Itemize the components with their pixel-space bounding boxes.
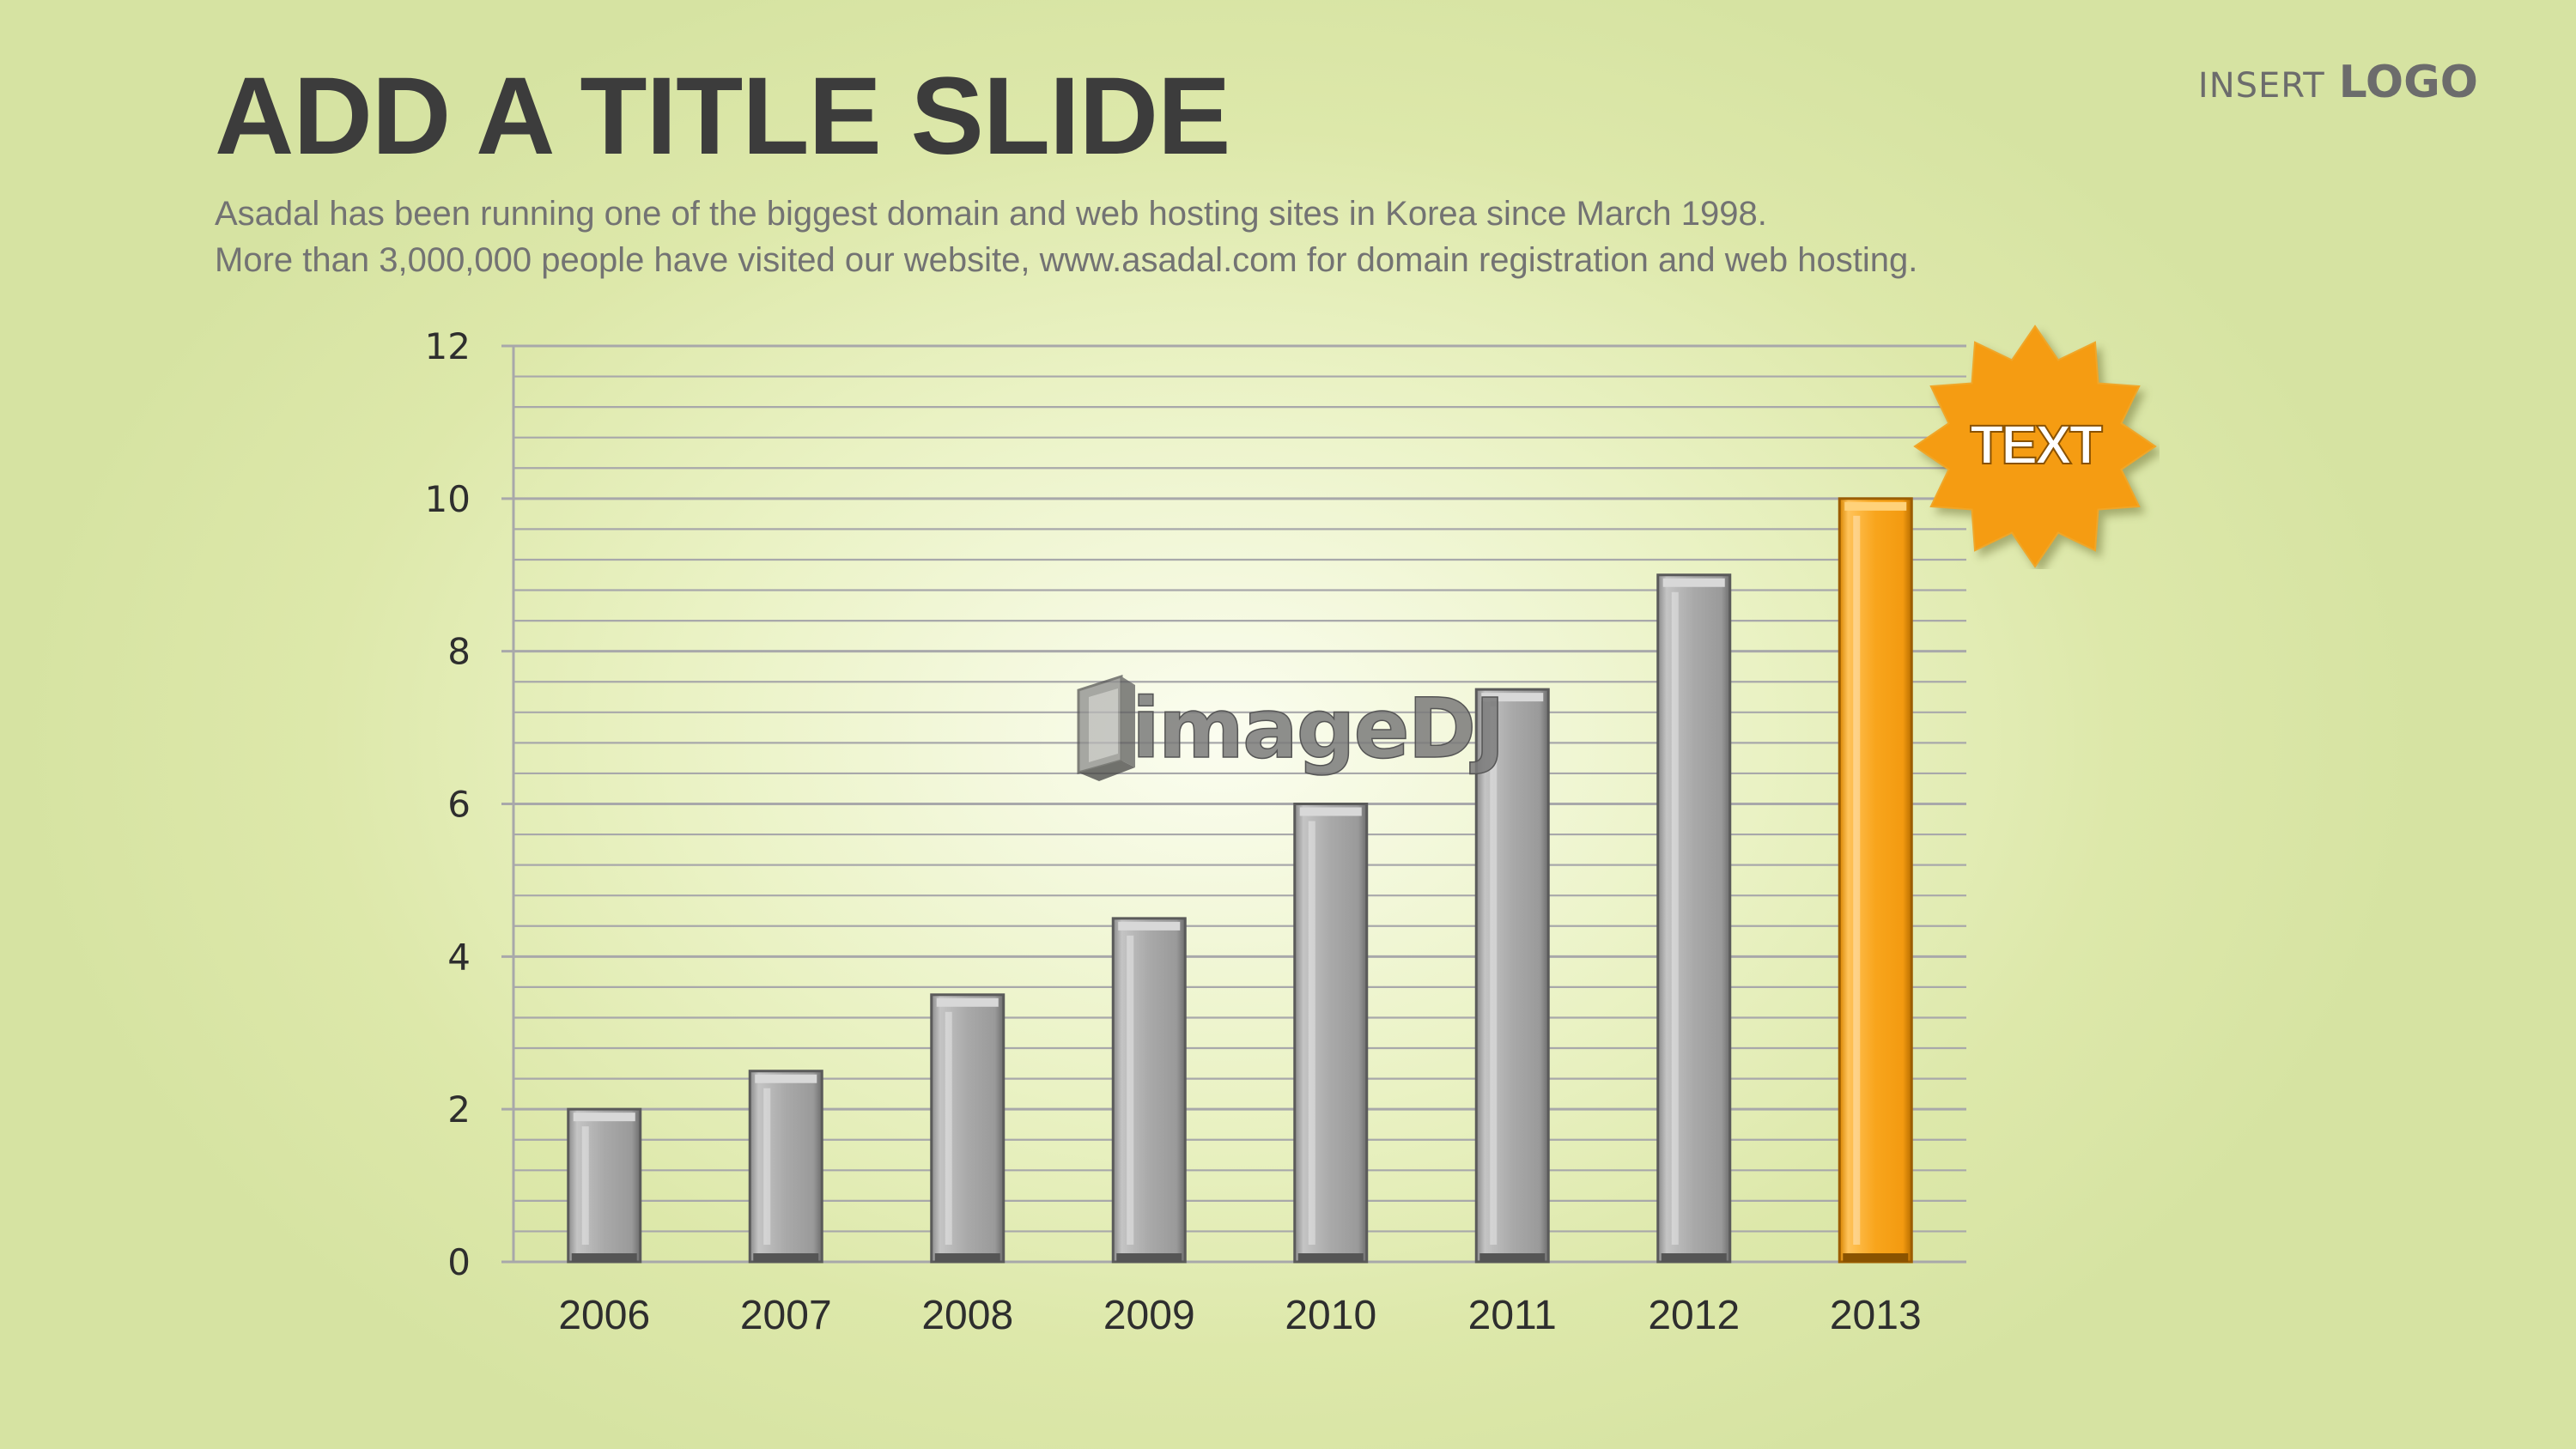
slide-subtitle: Asadal has been running one of the bigge… xyxy=(215,191,1917,283)
logo-placeholder: INSERT LOGO xyxy=(2198,57,2478,108)
badge-text: TEXT xyxy=(1970,414,2102,476)
y-tick-label: 10 xyxy=(425,478,471,520)
bar-cap xyxy=(1299,807,1362,816)
y-tick-label: 4 xyxy=(447,936,471,978)
x-tick-label: 2007 xyxy=(740,1293,832,1338)
bar-base xyxy=(1843,1253,1909,1262)
bar-cap xyxy=(1481,693,1544,702)
bar-body xyxy=(1656,573,1732,1264)
x-tick-label: 2011 xyxy=(1468,1293,1557,1338)
x-tick-label: 2010 xyxy=(1285,1293,1376,1338)
bar-shine xyxy=(945,1011,952,1245)
y-tick-label: 6 xyxy=(447,784,471,826)
x-tick-label: 2012 xyxy=(1648,1293,1740,1338)
y-tick-label: 2 xyxy=(447,1088,471,1131)
bar-base xyxy=(1661,1253,1727,1262)
y-axis-ticks: 0 2 4 6 8 10 12 xyxy=(425,325,471,1283)
bar-cap xyxy=(755,1074,817,1083)
bar-2013 xyxy=(1838,497,1913,1264)
bar-body xyxy=(1838,497,1913,1264)
bar-2009 xyxy=(1111,917,1187,1264)
x-tick-label: 2013 xyxy=(1830,1293,1922,1338)
bars xyxy=(567,497,1913,1264)
bar-shine xyxy=(1853,515,1861,1245)
bar-body xyxy=(930,993,1005,1264)
bar-cap xyxy=(1844,501,1907,511)
starburst-shape xyxy=(1913,324,2157,568)
grid-lines xyxy=(501,344,1966,1264)
bar-body xyxy=(567,1107,642,1264)
bar-shine xyxy=(1308,821,1315,1245)
x-tick-label: 2008 xyxy=(921,1293,1013,1338)
bar-shine xyxy=(1490,706,1498,1245)
bar-2007 xyxy=(748,1070,823,1264)
watermark-text: imageDJ xyxy=(1132,681,1503,777)
bar-2012 xyxy=(1656,573,1732,1264)
bar-2010 xyxy=(1293,803,1369,1264)
slide-title: ADD A TITLE SLIDE xyxy=(215,55,1230,178)
y-tick-label: 0 xyxy=(447,1241,471,1283)
x-tick-label: 2009 xyxy=(1103,1293,1195,1338)
bar-2006 xyxy=(567,1107,642,1264)
bar-body xyxy=(1293,803,1369,1264)
x-axis-ticks: 2006 2007 2008 2009 2010 2011 2012 2013 xyxy=(558,1293,1921,1338)
bar-base xyxy=(1479,1253,1546,1262)
bar-body xyxy=(1111,917,1187,1264)
bar-base xyxy=(1116,1253,1182,1262)
cube-icon xyxy=(1077,674,1135,781)
y-tick-label: 8 xyxy=(447,631,471,673)
bar-shine xyxy=(763,1088,771,1245)
x-tick-label: 2006 xyxy=(558,1293,650,1338)
bar-body xyxy=(1474,688,1550,1264)
bar-cap xyxy=(573,1113,635,1122)
bar-shine xyxy=(1671,591,1679,1245)
logo-insert-label: INSERT xyxy=(2197,66,2325,106)
bar-cap xyxy=(936,997,999,1007)
watermark-logo: imageDJ xyxy=(1077,674,1503,781)
bar-base xyxy=(571,1253,637,1262)
y-tick-label: 12 xyxy=(425,325,471,367)
bar-base xyxy=(1297,1253,1364,1262)
bar-base xyxy=(934,1253,1000,1262)
bar-2008 xyxy=(930,993,1005,1264)
bar-cap xyxy=(1118,921,1181,931)
starburst-badge: TEXT xyxy=(1913,324,2157,568)
bar-2011 xyxy=(1474,688,1550,1264)
logo-label: LOGO xyxy=(2338,57,2478,108)
subtitle-line-1: Asadal has been running one of the bigge… xyxy=(215,195,1767,233)
bar-shine xyxy=(581,1126,589,1245)
bar-base xyxy=(753,1253,819,1262)
bar-cap xyxy=(1662,578,1725,587)
bar-body xyxy=(748,1070,823,1264)
subtitle-line-2: More than 3,000,000 people have visited … xyxy=(215,241,1918,279)
bar-shine xyxy=(1127,935,1134,1245)
